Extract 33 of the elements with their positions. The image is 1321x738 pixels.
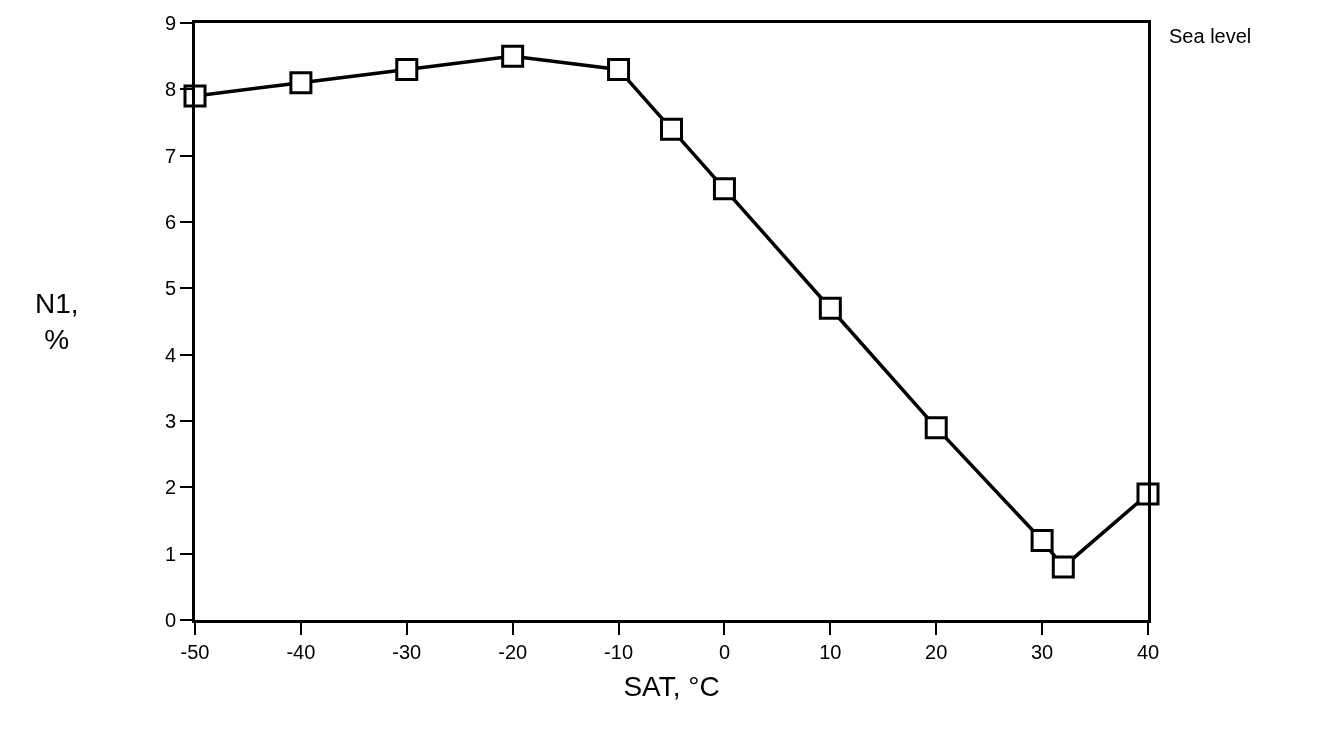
y-axis-title: N1, % [35, 288, 79, 356]
x-tick-label: 20 [925, 641, 948, 663]
point [1051, 555, 1075, 579]
x-tick-label: -30 [392, 641, 422, 663]
point [660, 117, 683, 141]
y-tick-label: 5 [164, 277, 176, 300]
x-tick-label: -40 [286, 641, 316, 663]
y-tick-label: 7 [164, 144, 176, 167]
x-tick-label: -50 [180, 641, 210, 663]
x-tick-label: -10 [604, 641, 634, 663]
y-tick-label: 3 [164, 410, 176, 432]
y-tick-label: 4 [164, 343, 176, 366]
point [607, 57, 631, 81]
point [818, 296, 842, 320]
x-tick-label: 30 [1030, 641, 1054, 663]
x-tick-label: 40 [1136, 641, 1160, 663]
x-tick-label: -20 [498, 641, 528, 663]
point [1030, 528, 1054, 552]
point [712, 177, 736, 201]
point [395, 57, 419, 81]
y-tick-label: 1 [164, 542, 176, 565]
x-tick-label: 10 [819, 641, 842, 663]
x-tick-label: 0 [718, 641, 730, 663]
point [924, 416, 948, 440]
point [501, 44, 525, 68]
x-axis-title: SAT, °C [623, 671, 720, 703]
y-tick-label: 6 [164, 211, 176, 233]
y-tick-label: 2 [164, 476, 176, 499]
point [289, 71, 313, 95]
y-tick-label: 9 [164, 12, 176, 34]
y-tick-label: 8 [164, 78, 176, 101]
y-tick-label: 0 [164, 609, 176, 631]
text: Sea level [1169, 25, 1252, 47]
